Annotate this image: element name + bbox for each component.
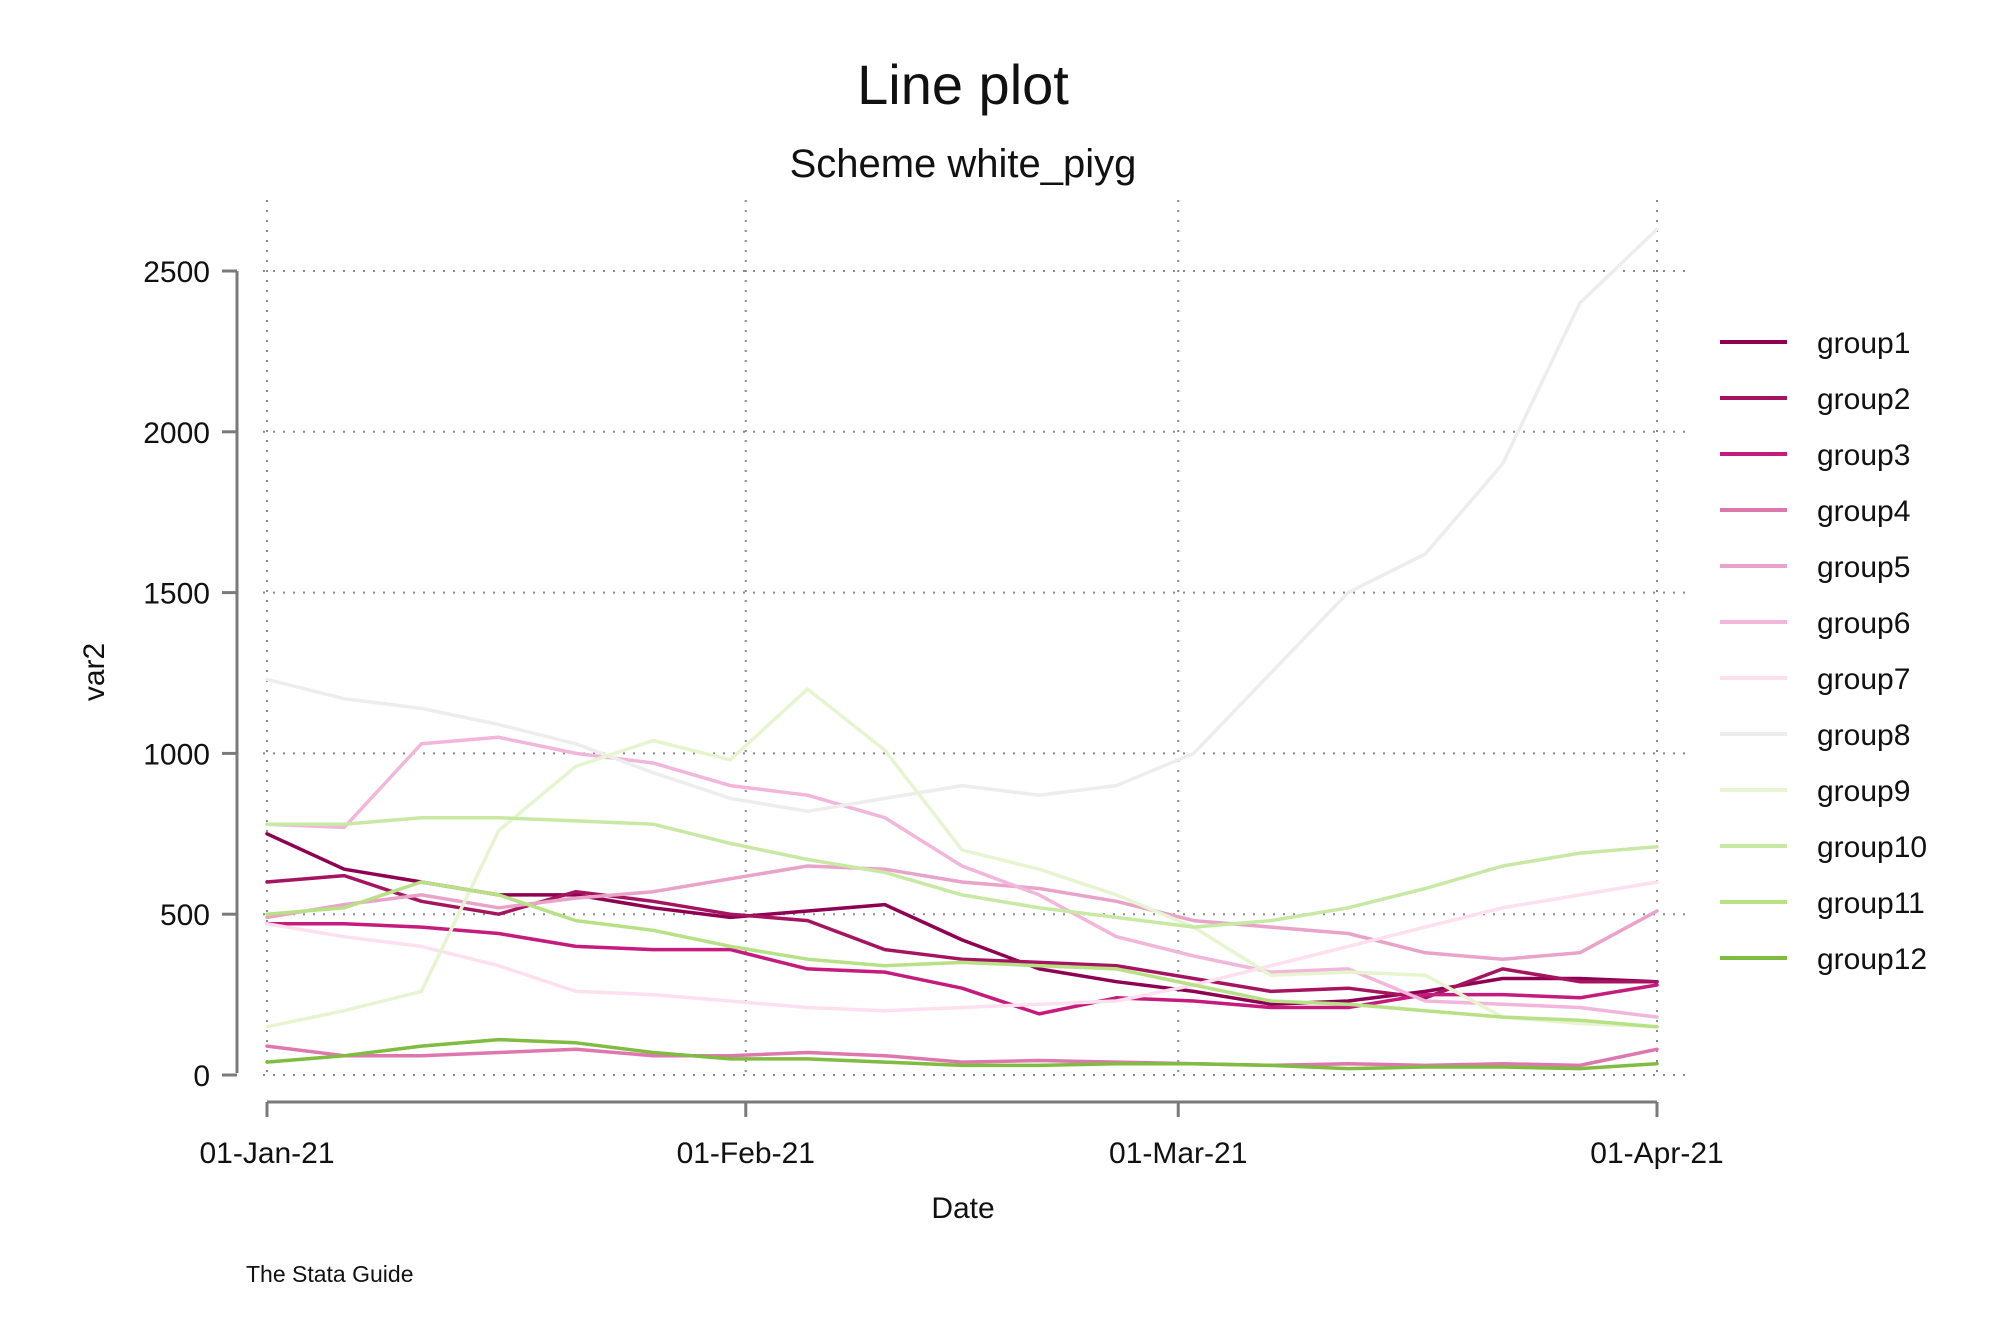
series-line-group9 <box>265 687 1659 1029</box>
legend-label: group7 <box>1817 663 1910 696</box>
series-lines <box>265 227 1659 1071</box>
chart-title: Line plot <box>857 53 1069 116</box>
y-tick-label: 500 <box>160 899 210 932</box>
legend-label: group6 <box>1817 607 1910 640</box>
series-line-group7 <box>265 880 1659 1013</box>
series-line-group2 <box>265 873 1659 1000</box>
x-axis-label: Date <box>931 1192 994 1225</box>
legend-label: group9 <box>1817 775 1910 808</box>
chart-subtitle: Scheme white_piyg <box>790 142 1137 186</box>
series-line-group3 <box>265 922 1659 1016</box>
y-tick-label: 2000 <box>143 417 210 450</box>
x-tick-label: 01-Mar-21 <box>1109 1137 1247 1170</box>
series-line-group6 <box>265 735 1659 1019</box>
y-tick-label: 1500 <box>143 578 210 611</box>
legend-label: group11 <box>1817 887 1925 920</box>
legend-label: group12 <box>1817 943 1927 976</box>
y-axis-label: var2 <box>78 643 111 701</box>
series-line-group5 <box>265 864 1659 961</box>
x-tick-label: 01-Jan-21 <box>199 1137 334 1170</box>
y-tick-label: 0 <box>193 1060 210 1093</box>
legend-label: group4 <box>1817 495 1910 528</box>
axes: 0 500 1000 1500 2000 2500 01-Jan-21 01-Feb-21 01… <box>143 256 1723 1170</box>
legend: group1 group2 group3 group4 group5 group6 grou… <box>1720 327 1927 976</box>
series-line-group12 <box>265 1037 1659 1071</box>
x-tick-label: 01-Apr-21 <box>1590 1137 1723 1170</box>
legend-label: group2 <box>1817 383 1910 416</box>
chart-note: The Stata Guide <box>246 1261 414 1287</box>
series-line-group11 <box>265 880 1659 1029</box>
legend-label: group1 <box>1817 327 1910 360</box>
legend-label: group10 <box>1817 831 1927 864</box>
y-tick-label: 2500 <box>143 256 210 289</box>
legend-label: group3 <box>1817 439 1910 472</box>
x-tick-label: 01-Feb-21 <box>677 1137 815 1170</box>
legend-label: group5 <box>1817 551 1910 584</box>
gridlines <box>263 200 1686 1080</box>
series-line-group10 <box>265 815 1659 929</box>
series-line-group8 <box>265 227 1659 814</box>
y-tick-label: 1000 <box>143 738 210 771</box>
legend-label: group8 <box>1817 719 1910 752</box>
